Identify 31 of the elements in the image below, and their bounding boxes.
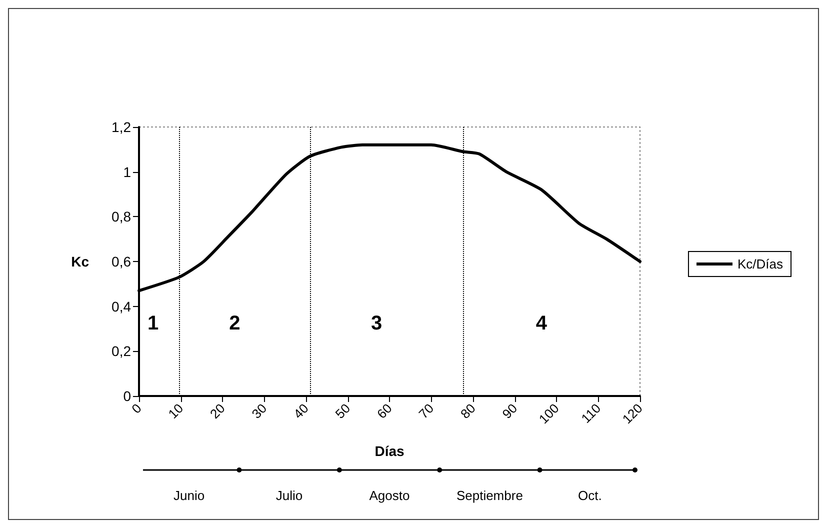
x-tick-label: 50 (332, 400, 354, 422)
x-tick-label: 30 (248, 400, 270, 422)
y-tick-label: 1 (123, 164, 132, 180)
x-tick-label: 70 (416, 400, 437, 422)
x-tick-label: 40 (290, 400, 312, 422)
x-axis-title: Días (374, 443, 404, 459)
text: Junio (174, 488, 205, 503)
y-tick-label: 0,4 (112, 298, 132, 314)
annotation: 2 (229, 312, 240, 334)
y-tick-label: 0,6 (112, 254, 132, 270)
y-tick-label: 1,2 (112, 119, 132, 135)
x-tick-label: 60 (374, 400, 395, 422)
x-tick-label: 100 (536, 400, 562, 427)
text: Agosto (369, 488, 410, 503)
text: Julio (276, 488, 303, 503)
annotation: 4 (536, 312, 548, 334)
x-tick-label: 90 (499, 400, 520, 422)
annotation: 1 (147, 312, 159, 334)
annotation: 3 (371, 312, 382, 334)
text: Oct. (578, 488, 602, 503)
x-tick-label: 10 (165, 400, 186, 422)
x-tick-label: 110 (578, 400, 604, 426)
y-tick-label: 0,2 (112, 343, 132, 360)
x-tick-label: 120 (619, 400, 646, 427)
legend-label: Kc/Días (737, 256, 784, 272)
text: Septiembre (456, 488, 523, 503)
y-axis-title: Kc (71, 254, 90, 270)
y-tick-label: 0,8 (112, 208, 132, 225)
x-tick-label: 20 (206, 400, 228, 422)
y-tick-label: 0 (123, 388, 132, 404)
x-tick-label: 80 (457, 400, 478, 422)
